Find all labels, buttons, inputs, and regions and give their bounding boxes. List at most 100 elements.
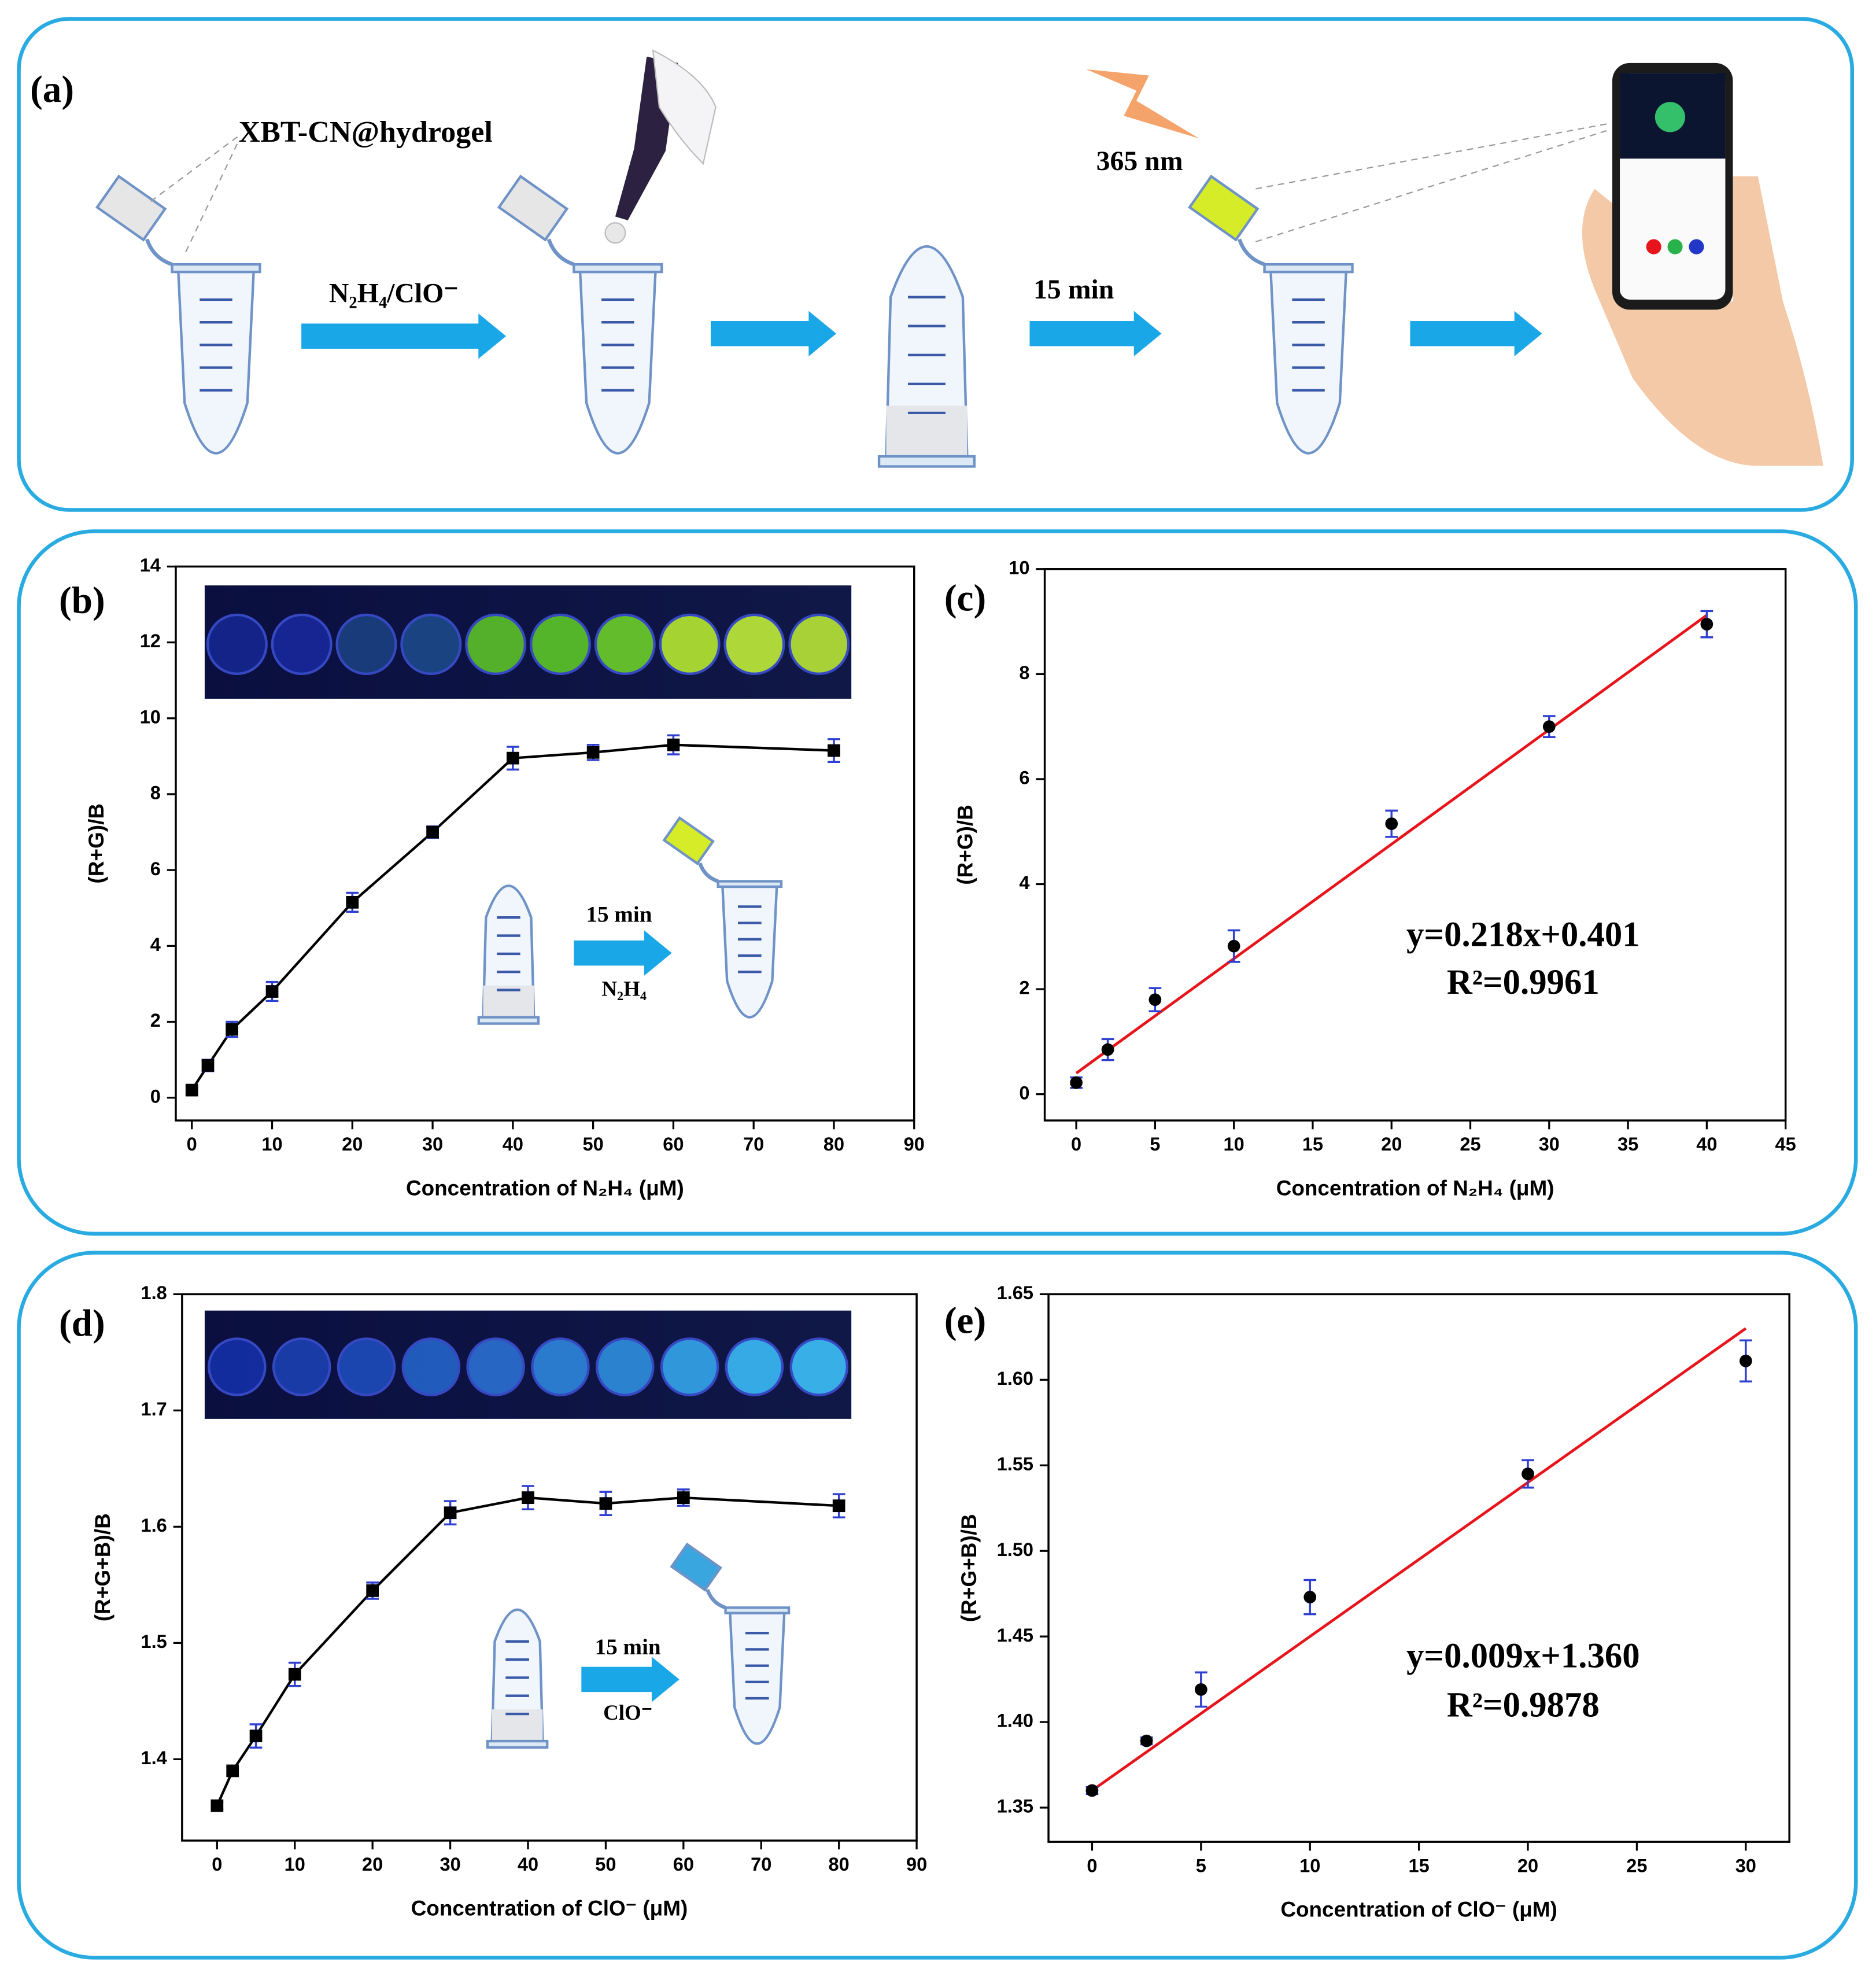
x-tick-label: 10 bbox=[1224, 1133, 1244, 1155]
marker bbox=[265, 985, 279, 998]
x-axis-label: Concentration of ClO⁻ (μM) bbox=[1280, 1898, 1557, 1922]
guide-line bbox=[1255, 123, 1611, 242]
y-tick-label: 6 bbox=[150, 858, 161, 879]
y-tick-label: 1.65 bbox=[997, 1282, 1033, 1303]
marker bbox=[1070, 1076, 1083, 1089]
marker bbox=[1149, 993, 1162, 1006]
photo-well bbox=[208, 1337, 267, 1396]
photo-well bbox=[725, 1337, 784, 1396]
annotation: R²=0.9961 bbox=[1447, 963, 1600, 1002]
plot-frame bbox=[1043, 568, 1787, 1122]
marker bbox=[677, 1491, 690, 1505]
tube-lid bbox=[497, 174, 569, 242]
annotation: R²=0.9878 bbox=[1447, 1686, 1600, 1724]
y-tick-label: 10 bbox=[1009, 556, 1029, 578]
panel-label: (d) bbox=[59, 1303, 105, 1344]
y-tick-label: 1.6 bbox=[141, 1514, 167, 1536]
photo-well bbox=[272, 1337, 331, 1396]
x-tick-label: 20 bbox=[362, 1853, 383, 1875]
x-tick-label: 10 bbox=[261, 1133, 282, 1155]
annotation: y=0.009x+1.360 bbox=[1406, 1637, 1640, 1676]
photo-well bbox=[401, 1337, 461, 1396]
tube bbox=[721, 885, 778, 1019]
marker bbox=[1739, 1354, 1752, 1367]
panel-frame bbox=[17, 529, 1858, 1236]
x-tick-label: 0 bbox=[1087, 1854, 1097, 1876]
y-axis-label: (R+G)/B bbox=[954, 805, 977, 885]
annotation: 15 min bbox=[586, 902, 652, 927]
x-tick-label: 40 bbox=[503, 1133, 523, 1155]
marker bbox=[1227, 939, 1240, 953]
y-tick-label: 1.35 bbox=[997, 1795, 1033, 1817]
marker bbox=[288, 1668, 301, 1681]
arrow bbox=[1029, 311, 1162, 356]
marker bbox=[1085, 1784, 1099, 1797]
marker bbox=[366, 1584, 379, 1597]
photo-well bbox=[788, 613, 850, 676]
tube-hinge bbox=[698, 862, 719, 883]
tube-lid bbox=[1188, 174, 1260, 242]
photo-well bbox=[531, 1337, 590, 1396]
x-tick-label: 5 bbox=[1196, 1854, 1206, 1876]
y-tick-label: 0 bbox=[1019, 1082, 1029, 1103]
photo-well bbox=[465, 613, 527, 676]
photo-well bbox=[271, 613, 333, 676]
tube-hinge bbox=[546, 238, 575, 267]
marker bbox=[522, 1491, 534, 1505]
photo-well bbox=[594, 613, 656, 676]
y-tick-label: 12 bbox=[140, 630, 161, 651]
tube-base bbox=[477, 1016, 540, 1025]
y-tick-label: 1.4 bbox=[141, 1747, 167, 1768]
tube bbox=[578, 270, 657, 455]
x-tick-label: 70 bbox=[743, 1133, 764, 1155]
tube-rim bbox=[573, 263, 663, 274]
y-tick-label: 1.5 bbox=[141, 1631, 167, 1652]
marker bbox=[828, 744, 840, 757]
tube-rim bbox=[1263, 263, 1354, 274]
x-tick-label: 25 bbox=[1626, 1854, 1647, 1876]
y-tick-label: 6 bbox=[1019, 767, 1029, 788]
photo-well bbox=[335, 613, 397, 676]
photo-well bbox=[789, 1337, 848, 1396]
y-tick-label: 14 bbox=[140, 554, 161, 576]
x-tick-label: 20 bbox=[1517, 1854, 1538, 1876]
panel-label: (a) bbox=[30, 69, 74, 110]
y-tick-label: 0 bbox=[150, 1085, 161, 1107]
marker bbox=[444, 1506, 457, 1520]
panel-frame bbox=[17, 17, 1855, 512]
x-tick-label: 60 bbox=[663, 1133, 684, 1155]
tube-rim bbox=[724, 1606, 791, 1614]
tube bbox=[1269, 270, 1347, 455]
marker bbox=[1303, 1591, 1317, 1603]
tube bbox=[729, 1612, 786, 1745]
marker bbox=[1101, 1043, 1114, 1056]
arrow bbox=[301, 313, 507, 359]
panel-label: (c) bbox=[944, 577, 986, 619]
glove bbox=[652, 49, 717, 165]
arrow bbox=[574, 930, 672, 976]
marker bbox=[1385, 817, 1398, 830]
photo-well bbox=[206, 613, 268, 676]
phone-dot bbox=[1646, 239, 1661, 255]
photo-well bbox=[660, 1337, 719, 1396]
marker bbox=[1542, 720, 1556, 733]
y-tick-label: 8 bbox=[150, 782, 161, 803]
y-tick-label: 1.7 bbox=[141, 1398, 167, 1419]
tube-hinge bbox=[1238, 238, 1265, 267]
x-tick-label: 90 bbox=[906, 1853, 927, 1875]
photo-well bbox=[400, 613, 462, 676]
marker bbox=[1700, 618, 1713, 630]
tube bbox=[177, 270, 255, 455]
x-tick-label: 70 bbox=[751, 1853, 771, 1875]
x-tick-label: 50 bbox=[595, 1853, 616, 1875]
phone-spot bbox=[1655, 102, 1685, 132]
photo-well bbox=[596, 1337, 655, 1396]
fit-line bbox=[1075, 614, 1708, 1075]
y-tick-label: 1.55 bbox=[997, 1453, 1033, 1474]
y-tick-label: 1.50 bbox=[997, 1539, 1033, 1560]
y-tick-label: 1.60 bbox=[997, 1367, 1033, 1389]
inverted-tube bbox=[885, 245, 969, 458]
x-tick-label: 35 bbox=[1618, 1133, 1638, 1155]
marker bbox=[586, 746, 600, 759]
